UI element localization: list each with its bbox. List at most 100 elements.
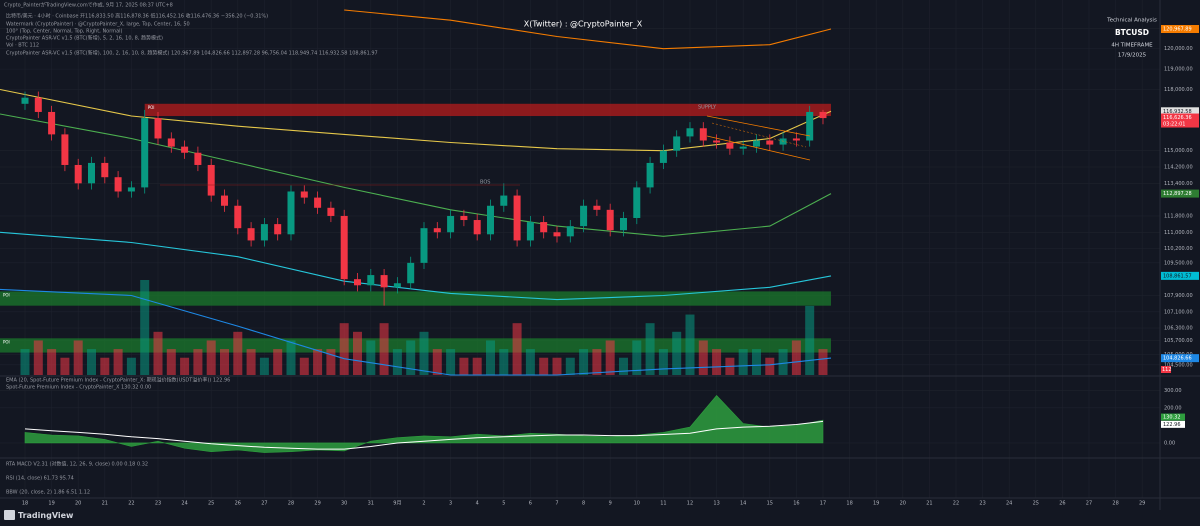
candle-body [806, 111, 814, 141]
watermark: X(Twitter) : @CryptoPainter_X [524, 20, 643, 29]
x-tick-label: 26 [1059, 501, 1065, 507]
indicator-line [0, 113, 832, 237]
candle-body [74, 164, 82, 184]
x-tick-label: 27 [261, 501, 267, 507]
volume-bar [20, 349, 30, 375]
x-tick-label: 11 [660, 501, 666, 507]
price-label: 104,826.66 [1163, 356, 1192, 362]
candle-body [141, 118, 149, 188]
x-tick-label: 13 [713, 501, 719, 507]
candle-body [260, 224, 268, 241]
volume-bar [632, 340, 642, 375]
x-tick-label: 6 [529, 501, 532, 507]
candle-body [819, 111, 827, 119]
candle-body [154, 118, 162, 139]
volume-bar [366, 340, 376, 375]
candle-body [619, 217, 627, 231]
volume-bar [339, 323, 349, 375]
candle-body [380, 275, 388, 288]
candle-body [713, 140, 721, 143]
volume-bar [672, 331, 682, 375]
candle-body [566, 226, 574, 237]
candle-body [513, 195, 521, 241]
candle-body [659, 150, 667, 163]
volume-bar [712, 349, 722, 375]
candle-body [393, 283, 401, 288]
y-tick-label: 0.00 [1164, 440, 1175, 446]
indicator-legend: RTA MACD V2.31 (对数值, 12, 26, 9, close) 0… [6, 461, 148, 468]
volume-bar [313, 349, 323, 375]
y-tick-label: 109,500.00 [1164, 260, 1193, 266]
volume-bar [126, 357, 136, 375]
volume-bar [738, 349, 748, 375]
candle-body [194, 152, 202, 165]
x-tick-label: 24 [181, 501, 187, 507]
x-tick-label: 18 [22, 501, 28, 507]
volume-bar [352, 331, 362, 375]
volume-bar [459, 357, 469, 375]
axes: 121,000.00120,000.00119,000.00118,000.00… [22, 25, 1199, 507]
candle-body [433, 228, 441, 233]
candle-body [101, 162, 109, 178]
price-label: 120,967.89 [1163, 27, 1192, 33]
volume-bar [499, 349, 509, 375]
volume-label: 112 [1162, 367, 1172, 373]
indicator-line [0, 288, 832, 376]
candle-body [540, 222, 548, 233]
volume [20, 280, 828, 375]
premium-area [24, 395, 824, 453]
zone [144, 103, 831, 117]
grid [0, 0, 1160, 498]
volume-bar [326, 349, 336, 375]
x-tick-label: 17 [820, 501, 826, 507]
x-tick-label: 28 [288, 501, 294, 507]
y-tick-label: 111,800.00 [1164, 213, 1193, 219]
candle-body [340, 215, 348, 280]
candle-body [300, 191, 308, 198]
x-tick-label: 23 [979, 501, 985, 507]
volume-bar [579, 349, 589, 375]
candle-body [287, 191, 295, 235]
volume-bar [791, 340, 801, 375]
volume-bar [259, 357, 269, 375]
candle-body [21, 97, 29, 104]
last-value-bg [1161, 420, 1185, 428]
y-tick-label: 107,100.00 [1164, 309, 1193, 315]
x-tick-label: 8 [582, 501, 585, 507]
volume-bar [658, 349, 668, 375]
candle-body [646, 162, 654, 188]
volume-bar [539, 357, 549, 375]
zone-label: POI [3, 339, 10, 344]
x-tick-label: 19 [873, 501, 879, 507]
indicator-line [0, 231, 832, 301]
volume-bar [592, 349, 602, 375]
volume-bar [219, 349, 229, 375]
legend: Crypto_PainterがTradingView.comで作成, 9月 17… [4, 2, 378, 57]
volume-bar [406, 340, 416, 375]
volume-bar [87, 349, 97, 375]
candle-body [673, 136, 681, 151]
zone-label: POI [148, 105, 155, 110]
x-tick-label: 30 [341, 501, 347, 507]
volume-bar [419, 331, 429, 375]
candle-body [314, 197, 322, 208]
price-label-bg [1161, 354, 1199, 363]
candle-body [580, 205, 588, 227]
candle-body [407, 262, 415, 284]
y-tick-label: 111,000.00 [1164, 230, 1193, 236]
header-line: 比特币/美元 · 4小时 · Coinbase 开116,833.50 高116… [6, 13, 268, 20]
candle-body [726, 142, 734, 149]
price-label: 112,897.28 [1163, 191, 1192, 197]
candle-body [553, 232, 561, 237]
logo-text: TradingView [18, 511, 74, 520]
candle-body [633, 187, 641, 218]
candle-body [181, 146, 189, 153]
candle-body [247, 228, 255, 241]
volume-bar [565, 357, 575, 375]
x-tick-label: 19 [48, 501, 54, 507]
price-label-bg [1161, 25, 1199, 34]
volume-bar [645, 323, 655, 375]
x-tick-label: 9月 [393, 501, 401, 507]
